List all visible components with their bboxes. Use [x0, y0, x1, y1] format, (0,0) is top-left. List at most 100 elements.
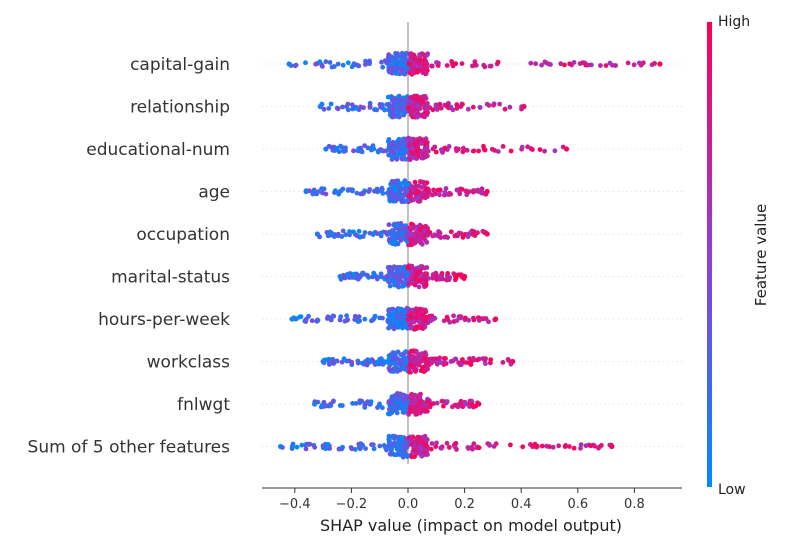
extreme-point: [312, 401, 318, 407]
data-point: [425, 452, 430, 457]
data-point: [466, 232, 471, 238]
data-point: [332, 188, 338, 194]
data-point: [476, 445, 482, 451]
data-point: [320, 64, 325, 69]
data-point: [562, 444, 568, 449]
data-point: [578, 442, 584, 447]
data-point: [387, 441, 393, 447]
data-point: [439, 445, 444, 451]
data-point: [339, 359, 345, 365]
data-point: [389, 56, 395, 61]
data-point: [384, 447, 389, 453]
data-point: [375, 149, 381, 155]
data-point: [457, 191, 463, 197]
feature-label: capital-gain: [130, 55, 230, 75]
data-point: [520, 444, 526, 450]
data-point: [394, 314, 400, 320]
data-point: [403, 357, 409, 363]
data-point: [423, 271, 428, 277]
data-point: [394, 319, 400, 325]
data-point: [500, 360, 506, 365]
feature-swarm: [303, 178, 490, 205]
data-point: [376, 402, 382, 408]
data-point: [489, 146, 495, 152]
data-point: [407, 231, 413, 237]
feature-label: Sum of 5 other features: [28, 438, 231, 458]
data-point: [323, 59, 329, 65]
data-point: [613, 63, 618, 68]
data-point: [413, 239, 419, 245]
data-point: [406, 105, 411, 110]
data-point: [397, 307, 402, 313]
data-point: [460, 357, 465, 362]
data-point: [416, 284, 422, 290]
extreme-point: [286, 61, 292, 67]
data-point: [420, 95, 426, 100]
data-point: [315, 317, 320, 323]
data-point: [341, 274, 347, 280]
data-point: [395, 51, 400, 57]
data-point: [405, 182, 411, 187]
data-point: [345, 60, 351, 66]
data-point: [441, 318, 447, 324]
extreme-point: [320, 358, 326, 365]
data-point: [414, 411, 420, 417]
data-point: [371, 446, 377, 452]
data-point: [329, 64, 335, 70]
data-point: [409, 268, 414, 274]
data-point: [433, 104, 439, 110]
data-point: [411, 398, 417, 403]
data-point: [409, 273, 415, 279]
data-point: [404, 440, 410, 446]
data-point: [446, 144, 452, 149]
data-point: [353, 106, 359, 111]
data-point: [441, 403, 446, 409]
data-point: [338, 143, 343, 149]
data-point: [332, 232, 338, 238]
data-point: [340, 104, 345, 110]
data-point: [351, 271, 357, 277]
data-point: [442, 190, 448, 195]
data-point: [387, 406, 392, 412]
data-point: [454, 232, 459, 238]
data-point: [508, 148, 514, 154]
data-point: [479, 186, 485, 192]
data-point: [588, 443, 594, 449]
data-point: [363, 446, 368, 451]
data-point: [446, 192, 451, 198]
data-point: [361, 234, 366, 239]
data-point: [386, 152, 392, 158]
data-point: [399, 270, 405, 275]
data-point: [472, 62, 478, 68]
data-point: [414, 350, 420, 356]
data-point: [389, 271, 395, 277]
data-point: [317, 59, 323, 65]
data-point: [411, 363, 417, 369]
data-point: [405, 198, 410, 204]
data-point: [408, 225, 414, 231]
data-point: [407, 193, 413, 199]
data-point: [589, 62, 594, 68]
data-point: [383, 274, 389, 280]
data-point: [567, 444, 572, 449]
data-point: [401, 58, 406, 64]
data-point: [408, 409, 414, 415]
data-point: [361, 271, 367, 277]
data-point: [417, 222, 423, 228]
data-point: [414, 189, 420, 195]
data-point: [338, 314, 344, 320]
data-point: [484, 101, 490, 107]
data-point: [340, 444, 345, 450]
data-point: [394, 58, 399, 64]
data-point: [363, 62, 368, 67]
x-tick-label: 0.2: [454, 497, 475, 512]
extreme-point: [521, 103, 527, 110]
data-point: [394, 156, 400, 162]
data-point: [452, 444, 458, 450]
extreme-point: [317, 103, 323, 110]
data-point: [419, 453, 425, 459]
data-point: [389, 450, 395, 456]
data-point: [422, 228, 427, 234]
extreme-point: [476, 401, 482, 407]
data-point: [583, 443, 589, 449]
